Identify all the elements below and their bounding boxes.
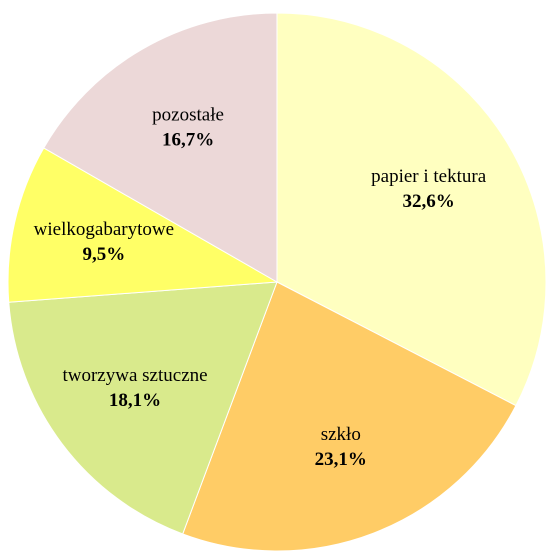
slice-label: tworzywa sztuczne bbox=[62, 365, 207, 386]
slice-value: 16,7% bbox=[162, 130, 214, 151]
pie-slice bbox=[8, 281, 278, 535]
slice-value: 32,6% bbox=[403, 191, 455, 212]
pie-slice bbox=[43, 12, 278, 283]
slice-label: wielkogabarytowe bbox=[34, 219, 174, 240]
slice-value: 9,5% bbox=[82, 244, 125, 265]
pie-slice bbox=[276, 12, 546, 407]
slice-label: pozostałe bbox=[152, 105, 224, 126]
slice-label: szkło bbox=[321, 424, 361, 445]
slice-value: 23,1% bbox=[315, 449, 367, 470]
pie-slice bbox=[182, 281, 517, 551]
slice-label: papier i tektura bbox=[371, 166, 487, 187]
pie-slice bbox=[7, 147, 279, 303]
slice-value: 18,1% bbox=[109, 390, 161, 411]
